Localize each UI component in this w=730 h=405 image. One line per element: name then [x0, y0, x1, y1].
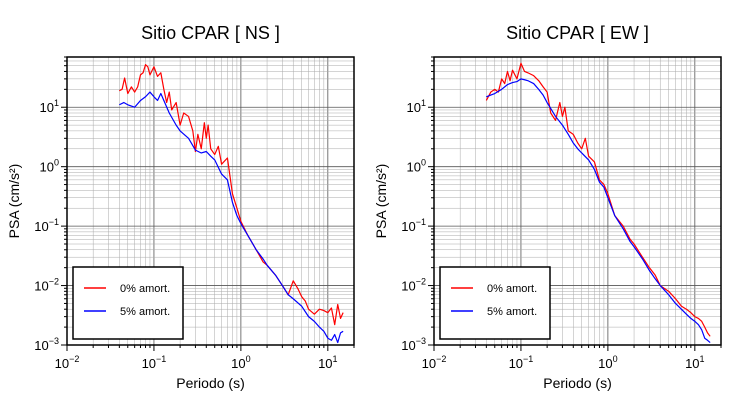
chart-1-y-tick-label: 10−3 — [34, 336, 59, 353]
chart-2-series-2-line — [486, 78, 711, 343]
chart-1-x-axis-label: Periodo (s) — [176, 375, 244, 391]
chart-1-title: Sitio CPAR [ NS ] — [141, 23, 280, 43]
chart-1-legend: 0% amort. 5% amort. — [72, 266, 184, 340]
chart-2-legend-label-1: 0% amort. — [487, 283, 537, 295]
chart-1-y-tick-label: 10−2 — [34, 277, 59, 294]
chart-2-series-1-line — [485, 62, 711, 337]
chart-1-x-tick-label: 10−2 — [55, 354, 80, 371]
chart-2-x-tick-label: 100 — [598, 354, 617, 371]
chart-1-y-axis-label: PSA (cm/s²) — [6, 164, 22, 239]
chart-2-legend: 0% amort. 5% amort. — [439, 266, 551, 340]
chart-2-legend-box — [439, 266, 551, 340]
chart-1-y-tick-label: 100 — [40, 158, 59, 175]
chart-1-y-tick-label: 10−1 — [34, 217, 59, 234]
chart-1-legend-box — [72, 266, 184, 340]
chart-2-y-tick-label: 10−3 — [401, 336, 426, 353]
chart-1-frame — [66, 56, 355, 346]
chart-1-series-2-line — [119, 91, 344, 344]
chart-2-x-tick-label: 10−2 — [422, 354, 447, 371]
chart-2-y-tick-label: 101 — [407, 98, 426, 115]
chart-1-x-tick-label: 100 — [231, 354, 250, 371]
chart-2-grid — [433, 56, 722, 346]
chart-1-series-1-line — [119, 64, 344, 326]
chart-1-legend-label-2: 5% amort. — [120, 306, 170, 318]
chart-1-x-tick-label: 101 — [318, 354, 337, 371]
chart-2-legend-label-2: 5% amort. — [487, 306, 537, 318]
chart-2-y-tick-label: 10−2 — [401, 277, 426, 294]
chart-2-x-tick-label: 101 — [685, 354, 704, 371]
chart-1-legend-label-1: 0% amort. — [120, 283, 170, 295]
chart-2-title: Sitio CPAR [ EW ] — [506, 23, 649, 43]
chart-2-y-tick-label: 10−1 — [401, 217, 426, 234]
chart-2-x-tick-label: 10−1 — [509, 354, 534, 371]
chart-2-y-axis-label: PSA (cm/s²) — [373, 164, 389, 239]
chart-2-frame — [433, 56, 722, 346]
chart-2-x-axis-label: Periodo (s) — [543, 375, 611, 391]
chart-2-y-tick-label: 100 — [407, 158, 426, 175]
chart-1-x-tick-label: 10−1 — [142, 354, 167, 371]
chart-1-y-tick-label: 101 — [40, 98, 59, 115]
